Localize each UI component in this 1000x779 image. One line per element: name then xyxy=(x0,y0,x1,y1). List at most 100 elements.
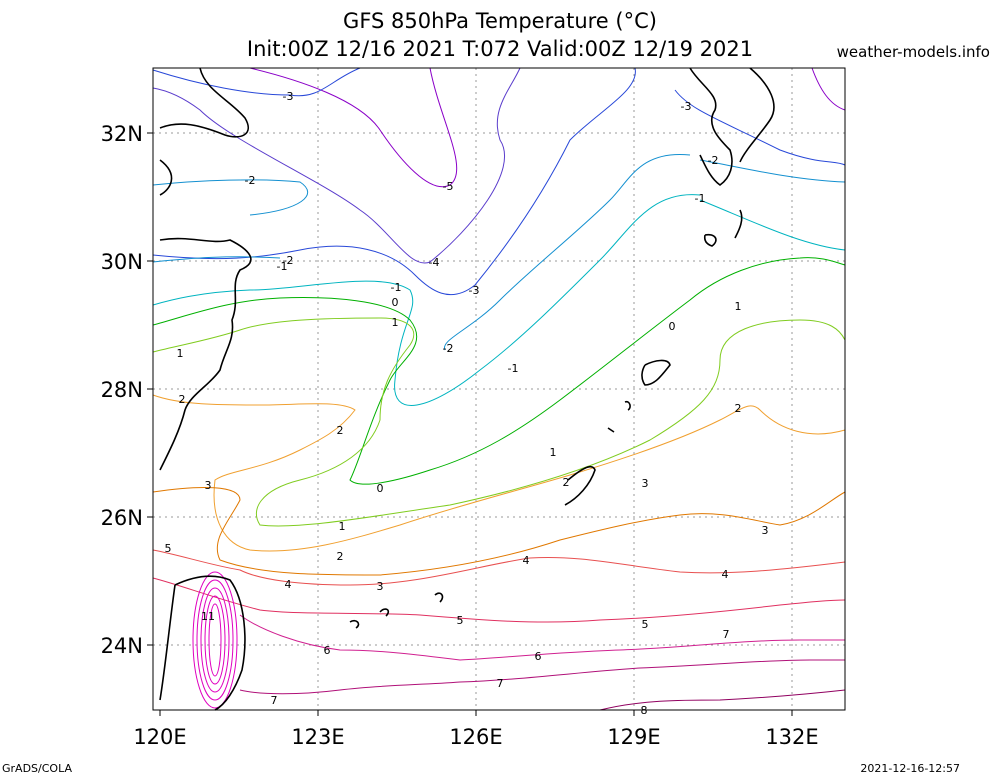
map-subtitle: Init:00Z 12/16 2021 T:072 Valid:00Z 12/1… xyxy=(246,37,754,61)
temperature-contours xyxy=(152,67,846,711)
lat-label: 26N xyxy=(101,506,143,530)
contour-label: -1 xyxy=(508,362,519,375)
contour-label: 2 xyxy=(337,550,344,563)
coastline xyxy=(159,237,252,471)
contour-label: 11 xyxy=(201,610,215,623)
contour-label: 7 xyxy=(723,628,730,641)
contour-label: 1 xyxy=(177,347,184,360)
coastline xyxy=(607,427,615,433)
contour-label: 7 xyxy=(271,694,278,707)
lat-label: 24N xyxy=(101,634,143,658)
contour-label: -1 xyxy=(391,281,402,294)
coastline xyxy=(434,592,444,603)
contour-label: 1 xyxy=(735,300,742,313)
contour-line xyxy=(249,67,458,188)
contour-line xyxy=(152,394,846,552)
contour-label: 6 xyxy=(324,644,331,657)
contour-label: 4 xyxy=(285,578,292,591)
contour-label: 1 xyxy=(550,446,557,459)
contour-label: -1 xyxy=(695,192,706,205)
contour-line xyxy=(699,159,846,183)
contour-label: -5 xyxy=(443,180,454,193)
contour-labels: -5-4-3-3-3-2-2-2-2-1-1-1-100011111222223… xyxy=(165,90,769,717)
contour-line xyxy=(239,614,845,661)
contour-label: 2 xyxy=(179,393,186,406)
contour-line xyxy=(152,179,308,216)
contour-label: -3 xyxy=(469,284,480,297)
coastline xyxy=(641,359,671,386)
lon-label: 132E xyxy=(765,725,818,749)
contour-label: -2 xyxy=(708,154,719,167)
contour-line xyxy=(811,67,846,111)
contour-label: 5 xyxy=(642,618,649,631)
contour-label: 7 xyxy=(497,677,504,690)
contour-line xyxy=(152,257,846,485)
contour-line xyxy=(444,153,691,351)
coastline xyxy=(739,67,775,163)
contour-label: 0 xyxy=(392,296,399,309)
lat-label: 30N xyxy=(101,250,143,274)
contour-label: 0 xyxy=(377,482,384,495)
contour-line xyxy=(152,577,846,623)
contour-label: -3 xyxy=(283,90,294,103)
contour-label: 2 xyxy=(337,424,344,437)
map-title: GFS 850hPa Temperature (°C) xyxy=(343,9,657,33)
contour-line xyxy=(152,549,846,586)
contour-label: -1 xyxy=(277,260,288,273)
contour-line xyxy=(200,587,230,693)
contour-label: -2 xyxy=(283,254,294,267)
contour-label: 2 xyxy=(563,476,570,489)
lat-label: 28N xyxy=(101,378,143,402)
contour-label: 1 xyxy=(339,520,346,533)
lon-label: 126E xyxy=(449,725,502,749)
contour-line xyxy=(152,256,281,263)
footer-software: GrADS/COLA xyxy=(2,762,72,775)
lon-label: 129E xyxy=(607,725,660,749)
lon-label: 123E xyxy=(291,725,344,749)
contour-label: 6 xyxy=(535,650,542,663)
contour-label: -3 xyxy=(681,100,692,113)
contour-label: 3 xyxy=(762,524,769,537)
contour-label: -4 xyxy=(429,256,440,269)
contour-line xyxy=(699,199,846,251)
contour-line xyxy=(196,579,234,701)
contour-label: 5 xyxy=(165,542,172,555)
coastline xyxy=(159,67,249,138)
contour-label: 2 xyxy=(735,402,742,415)
grid-lines xyxy=(153,68,845,710)
contour-line xyxy=(599,689,846,711)
contour-label: 4 xyxy=(722,568,729,581)
axis-ticks: 120E 123E 126E 129E 132E 32N 30N 28N 26N 24N xyxy=(101,122,819,749)
contour-line xyxy=(208,603,222,677)
contour-label: 1 xyxy=(392,316,399,329)
lat-label: 32N xyxy=(101,122,143,146)
coastlines xyxy=(159,67,775,711)
contour-label: 5 xyxy=(457,614,464,627)
contour-line xyxy=(152,67,361,97)
contour-line xyxy=(152,317,846,527)
contour-line xyxy=(152,67,636,296)
contour-label: 4 xyxy=(523,554,530,567)
coastline xyxy=(734,209,743,239)
contour-label: -2 xyxy=(443,342,454,355)
contour-label: 3 xyxy=(642,477,649,490)
coastline xyxy=(349,608,390,629)
coastline xyxy=(159,575,246,711)
contour-line xyxy=(152,194,701,406)
coastline xyxy=(564,465,596,506)
contour-line xyxy=(152,487,846,576)
coastline xyxy=(159,159,173,196)
contour-line xyxy=(152,67,521,264)
coastline xyxy=(624,400,631,411)
contour-label: 3 xyxy=(205,479,212,492)
footer-timestamp: 2021-12-16-12:57 xyxy=(860,762,960,775)
coastline xyxy=(689,67,733,186)
contour-line xyxy=(239,659,845,695)
contour-line xyxy=(204,595,226,685)
contour-label: 0 xyxy=(669,320,676,333)
credit-text: weather-models.info xyxy=(836,43,990,61)
contour-label: 3 xyxy=(377,580,384,593)
contour-label: -2 xyxy=(245,174,256,187)
contour-line xyxy=(674,89,846,166)
